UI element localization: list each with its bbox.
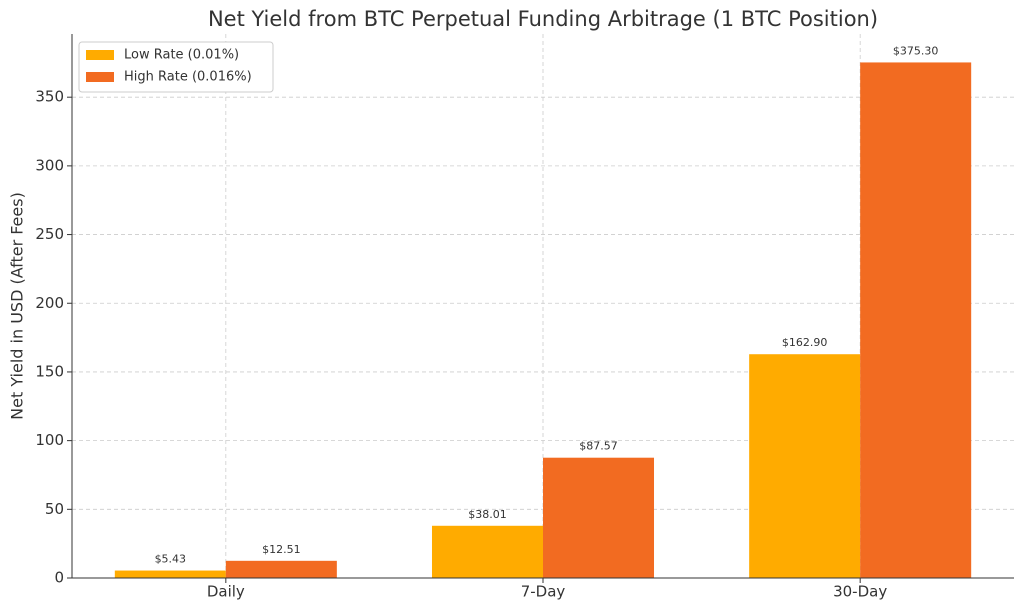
value-label: $162.90: [782, 336, 828, 349]
bar: [114, 570, 226, 578]
value-label: $87.57: [579, 440, 618, 453]
x-tick-label: 7-Day: [521, 583, 566, 601]
chart-title: Net Yield from BTC Perpetual Funding Arb…: [208, 7, 878, 31]
x-tick-label: 30-Day: [833, 583, 887, 601]
y-tick-label: 0: [54, 569, 64, 587]
legend-swatch: [86, 72, 114, 82]
y-tick-label: 150: [35, 362, 64, 380]
value-label: $38.01: [468, 508, 507, 521]
bar: [860, 62, 972, 579]
y-axis-label: Net Yield in USD (After Fees): [8, 192, 27, 420]
y-tick-label: 250: [35, 225, 64, 243]
y-tick-label: 350: [35, 88, 64, 106]
x-tick-label: Daily: [207, 583, 245, 601]
bar: [543, 457, 655, 578]
y-tick-label: 200: [35, 294, 64, 312]
y-tick-label: 300: [35, 156, 64, 174]
value-label: $12.51: [262, 543, 301, 556]
value-label: $5.43: [155, 553, 187, 566]
bar: [225, 560, 337, 578]
y-tick-label: 50: [45, 500, 64, 518]
bar: [749, 354, 861, 578]
legend-box: [78, 41, 274, 93]
value-label: $375.30: [893, 44, 939, 57]
legend-label: Low Rate (0.01%): [124, 48, 239, 63]
legend-label: High Rate (0.016%): [124, 70, 252, 85]
bar: [431, 525, 543, 578]
y-tick-label: 100: [35, 431, 64, 449]
legend-swatch: [86, 50, 114, 60]
